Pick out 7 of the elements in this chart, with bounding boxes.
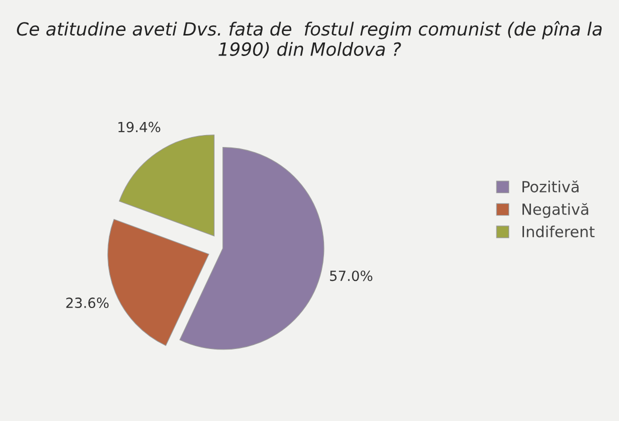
data-label: 19.4% xyxy=(118,122,160,132)
legend-label: Pozitivă xyxy=(522,180,579,192)
data-label: 57.0% xyxy=(330,270,372,282)
data-label: 23.6% xyxy=(66,298,109,308)
legend-label: Indiferent xyxy=(522,226,595,238)
legend-label: Negativă xyxy=(522,203,588,218)
chart-title: Ce atitudine aveti Dvs. fata de fostul regim comunist (de pîna la 1990) din Moldova ? xyxy=(16,21,602,58)
